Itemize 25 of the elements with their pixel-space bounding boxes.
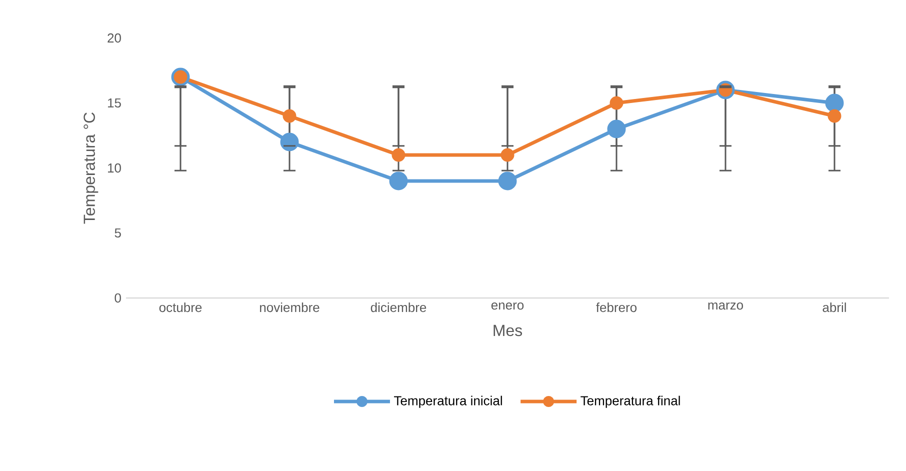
x-tick-label: marzo [708,302,743,310]
point [282,109,296,123]
y-tick-label: 10 [108,163,121,173]
point [607,120,626,138]
x-axis-title: Mes [494,324,522,336]
point [828,109,842,123]
point [389,172,408,190]
point [392,148,406,162]
point [825,94,844,112]
point [610,96,624,110]
x-tick-label: noviembre [260,302,320,312]
x-tick-label: octubre [159,302,202,312]
x-tick-label: enero [491,302,524,310]
x-tick-label: diciembre [370,302,426,312]
point [498,172,517,190]
y-axis-title: Temperatura °C [84,112,98,224]
legend-label: Temperatura final [580,396,680,408]
legend-label: Temperatura inicial [394,396,502,408]
x-tick-label: abril [822,302,846,312]
y-tick-label: 20 [108,33,121,43]
x-tick-label: febrero [596,302,637,312]
y-tick-label: 0 [114,293,121,303]
y-tick-label: 5 [114,228,121,238]
point [500,148,514,162]
y-tick-label: 15 [108,98,121,108]
